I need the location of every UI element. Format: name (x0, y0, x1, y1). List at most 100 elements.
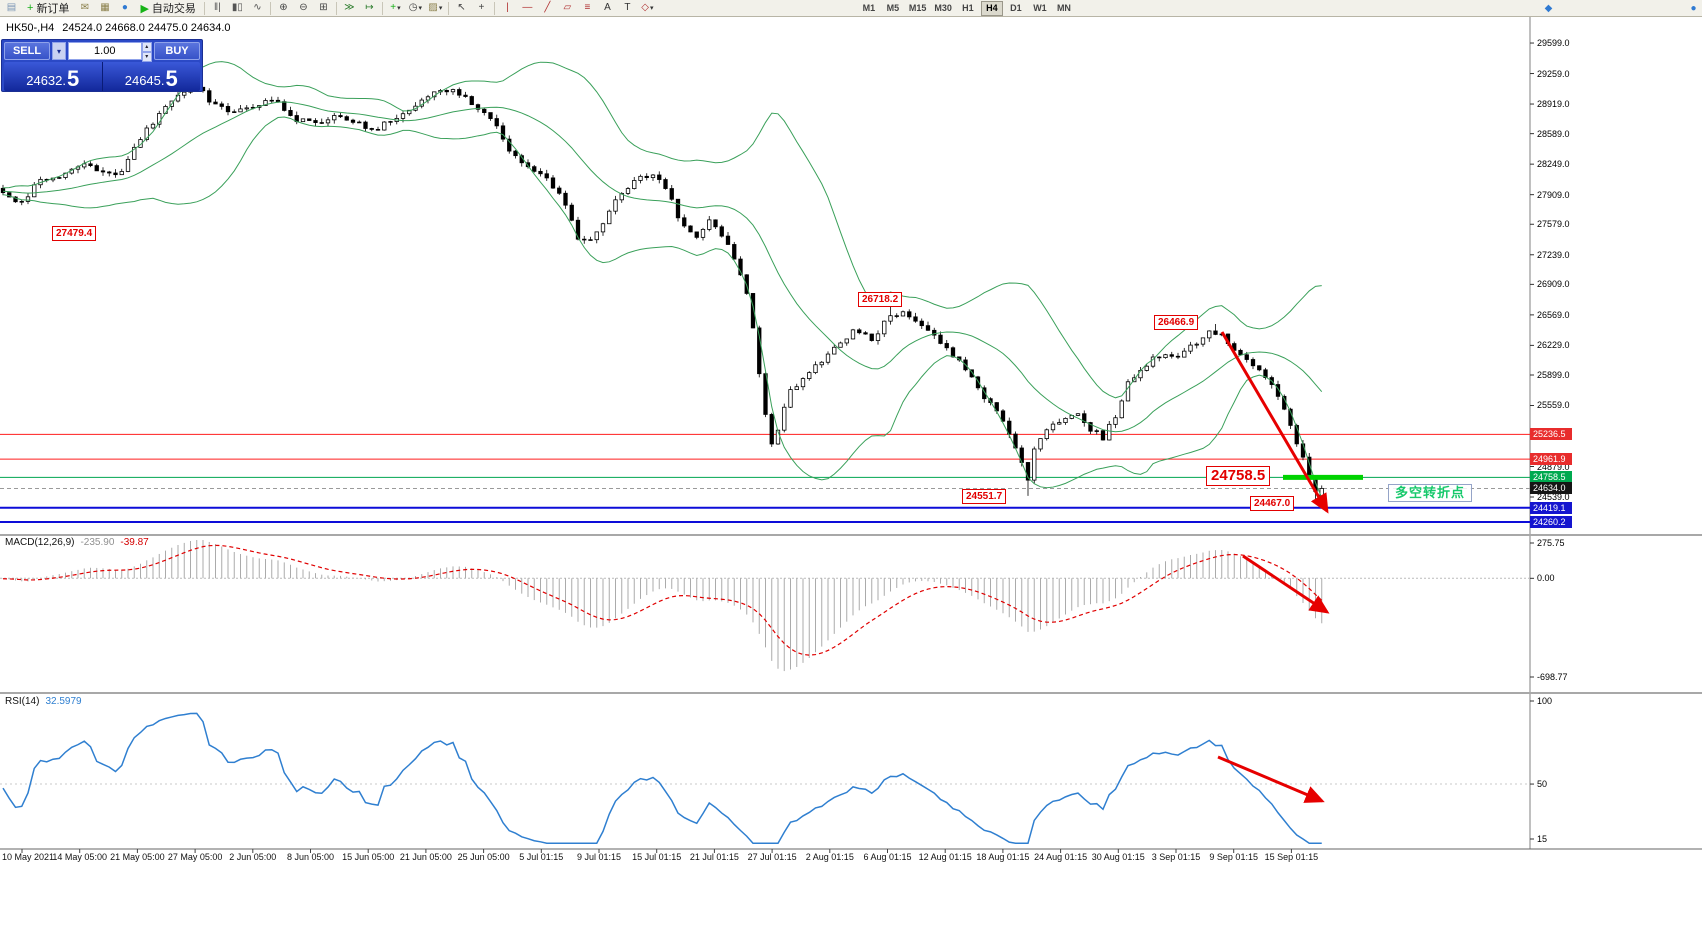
periods-icon[interactable]: ◷ ▾ (406, 1, 425, 16)
auto-trading-button[interactable]: ▶ 自动交易 (135, 1, 200, 16)
timeframe-mn[interactable]: MN (1056, 3, 1071, 13)
text-tool-icon[interactable]: A (598, 1, 617, 16)
web-terminal-icon[interactable]: ● (115, 1, 134, 16)
chevron-down-icon: ▾ (438, 4, 443, 12)
cursor-icon[interactable]: ↖ (452, 1, 471, 16)
price-axis-tag: 24260.2 (1530, 516, 1572, 529)
timeframe-w1[interactable]: W1 (1033, 3, 1047, 13)
time-axis-label: 15 Jul 01:15 (632, 852, 682, 862)
community-icon[interactable]: ◆ (1544, 3, 1553, 14)
price-axis-tag: 25236.5 (1530, 428, 1572, 441)
price-axis-tick: 29259.0 (1537, 68, 1570, 79)
time-axis-label: 24 Aug 01:15 (1034, 852, 1088, 862)
zoom-in-icon[interactable]: ⊕ (274, 1, 293, 16)
price-axis-tag: 24419.1 (1530, 501, 1572, 514)
zoom-out-icon[interactable]: ⊖ (294, 1, 313, 16)
bar-chart-icon-glyph: ‖| (214, 2, 221, 13)
mail-icon[interactable]: ✉ (75, 1, 94, 16)
trend-arrow[interactable] (1217, 755, 1325, 803)
price-flag[interactable]: 24467.0 (1250, 496, 1295, 511)
indicators-icon-glyph: + (390, 2, 397, 13)
price-flag[interactable]: 26718.2 (858, 292, 903, 307)
sell-button[interactable]: SELL (4, 42, 50, 60)
ohlc-values: 24524.0 24668.0 24475.0 24634.0 (62, 22, 231, 34)
chat-icon[interactable]: ● (1690, 3, 1697, 14)
line-chart-icon[interactable]: ∿ (248, 1, 267, 16)
lot-increase-button[interactable]: ▴ (141, 42, 152, 52)
zoom-in-icon-glyph: ⊕ (279, 2, 288, 13)
macd-signal-value: -39.87 (120, 537, 149, 548)
candlestick-chart-icon[interactable]: ▮▯ (228, 1, 247, 16)
new-chart-icon-glyph: ▤ (6, 2, 17, 13)
indicators-icon[interactable]: + ▾ (386, 1, 405, 16)
price-axis-tag: 24961.9 (1530, 453, 1572, 466)
new-chart-icon[interactable]: ▤ (2, 1, 21, 16)
fibonacci-tool-icon[interactable]: ≡ (578, 1, 597, 16)
mail-icon-glyph: ✉ (80, 2, 90, 13)
label-tool-icon[interactable]: T (618, 1, 637, 16)
arrow-objects-icon[interactable]: ◇ ▾ (638, 1, 657, 16)
trend-arrow[interactable] (1220, 331, 1329, 514)
lot-size-input[interactable] (68, 42, 142, 60)
timeframe-m1[interactable]: M1 (862, 3, 876, 13)
toolbar-separator (335, 1, 337, 15)
chart-shift-icon[interactable]: ↦ (360, 1, 379, 16)
time-axis-label: 21 Jun 05:00 (399, 852, 452, 862)
templates-icon[interactable]: ▨ ▾ (426, 1, 445, 16)
chevron-down-icon: ▾ (418, 4, 423, 12)
buy-price-main: 24645. (124, 73, 165, 88)
price-flag[interactable]: 26466.9 (1154, 315, 1199, 330)
turning-point-note[interactable]: 多空转折点 (1388, 484, 1473, 502)
label-tool-icon-glyph: T (624, 2, 631, 13)
toolbar-separator (493, 1, 495, 15)
timeframe-d1[interactable]: D1 (1010, 3, 1022, 13)
time-axis-label: 27 May 05:00 (167, 852, 223, 862)
tile-windows-icon[interactable]: ⊞ (314, 1, 333, 16)
timeframe-m5[interactable]: M5 (886, 3, 900, 13)
timeframe-m30[interactable]: M30 (934, 3, 952, 13)
web-terminal-icon-glyph: ● (121, 2, 128, 13)
time-axis-label: 12 Aug 01:15 (918, 852, 972, 862)
channel-tool-icon[interactable]: ▱ (558, 1, 577, 16)
chart-window-icon[interactable]: ▦ (95, 1, 114, 16)
timeframe-h1[interactable]: H1 (962, 3, 974, 13)
price-axis-tick: 25559.0 (1537, 400, 1570, 411)
buy-price-big-digit: 5 (165, 66, 178, 91)
buy-button[interactable]: BUY (154, 42, 200, 60)
trendline-tool-icon[interactable]: ╱ (538, 1, 557, 16)
zoom-out-icon-glyph: ⊖ (299, 2, 308, 13)
templates-icon-glyph: ▨ (428, 2, 438, 13)
buy-price[interactable]: 24645. 5 (103, 62, 201, 91)
time-axis-label: 27 Jul 01:15 (747, 852, 797, 862)
new-order-button[interactable]: + 新订单 (22, 1, 74, 16)
bar-chart-icon[interactable]: ‖| (208, 1, 227, 16)
symbol-timeframe-label: HK50-,H4 (6, 22, 55, 34)
cursor-icon-glyph: ↖ (457, 2, 466, 13)
time-axis-label: 15 Jun 05:00 (342, 852, 395, 862)
toolbar-separator (447, 1, 449, 15)
price-axis-tick: 26229.0 (1537, 340, 1570, 351)
price-flag[interactable]: 27479.4 (52, 226, 97, 241)
time-axis-label: 2 Jun 05:00 (229, 852, 277, 862)
chart-shift-icon-glyph: ↦ (365, 2, 374, 13)
timeframe-h4[interactable]: H4 (980, 0, 1003, 16)
crosshair-icon[interactable]: + (472, 1, 491, 16)
trend-arrow[interactable] (1242, 554, 1330, 614)
auto-scroll-icon[interactable]: ≫ (340, 1, 359, 16)
hline-tool-icon[interactable]: — (518, 1, 537, 16)
timeframe-m15[interactable]: M15 (908, 3, 927, 13)
chart-window-icon-glyph: ▦ (100, 2, 110, 13)
auto-scroll-icon-glyph: ≫ (344, 2, 355, 13)
order-type-dropdown[interactable]: ▾ (52, 42, 66, 60)
lot-decrease-button[interactable]: ▾ (141, 52, 152, 62)
price-axis-tick: 27579.0 (1537, 219, 1570, 230)
price-flag[interactable]: 24551.7 (962, 489, 1007, 504)
vline-tool-icon[interactable]: | (498, 1, 517, 16)
price-axis-tick: 26569.0 (1537, 309, 1570, 320)
candles (0, 83, 1324, 504)
time-axis-label: 2 Aug 01:15 (805, 852, 854, 862)
sell-price[interactable]: 24632. 5 (4, 62, 102, 91)
price-flag[interactable]: 24758.5 (1206, 466, 1271, 486)
